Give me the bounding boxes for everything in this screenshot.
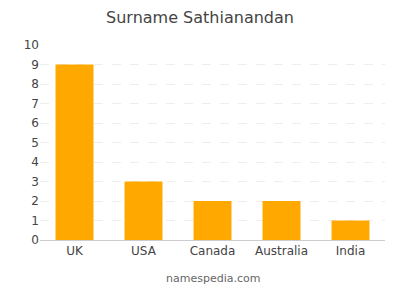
svg-text:2: 2 bbox=[31, 194, 39, 208]
svg-text:UK: UK bbox=[66, 244, 84, 258]
svg-text:Australia: Australia bbox=[255, 244, 308, 258]
svg-text:1: 1 bbox=[31, 214, 39, 228]
svg-text:7: 7 bbox=[31, 97, 39, 111]
svg-text:6: 6 bbox=[31, 116, 39, 130]
svg-text:10: 10 bbox=[24, 38, 39, 52]
svg-text:USA: USA bbox=[131, 244, 157, 258]
svg-text:Surname Sathianandan: Surname Sathianandan bbox=[106, 8, 294, 27]
svg-text:0: 0 bbox=[31, 233, 39, 247]
svg-text:India: India bbox=[336, 244, 365, 258]
svg-text:Canada: Canada bbox=[190, 244, 236, 258]
svg-text:5: 5 bbox=[31, 136, 39, 150]
svg-text:namespedia.com: namespedia.com bbox=[166, 272, 260, 285]
svg-text:4: 4 bbox=[31, 155, 39, 169]
svg-text:9: 9 bbox=[31, 58, 39, 72]
svg-text:8: 8 bbox=[31, 77, 39, 91]
svg-text:3: 3 bbox=[31, 175, 39, 189]
